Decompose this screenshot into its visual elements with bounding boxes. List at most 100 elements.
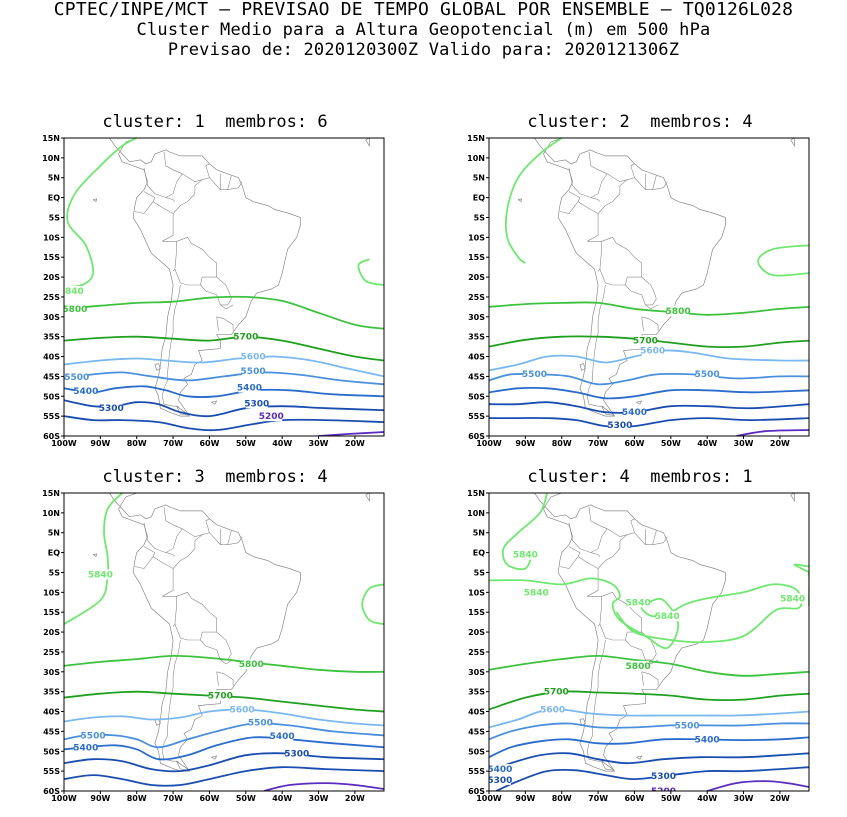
contour-label: 5300: [99, 404, 124, 414]
contour-5800: [64, 654, 384, 673]
lat-tick-label: 15S: [43, 608, 60, 617]
country-border: [216, 671, 234, 686]
contour-5200: [263, 782, 384, 791]
lat-tick-label: 5N: [473, 529, 485, 538]
contour-label: 5700: [233, 333, 258, 343]
contour-label-bg: [209, 690, 232, 701]
contour-label-bg: [245, 398, 268, 409]
country-border: [172, 534, 203, 569]
country-border: [227, 175, 232, 190]
lat-tick-label: 15S: [468, 608, 485, 617]
contour-5800: [64, 295, 384, 330]
country-border: [559, 546, 581, 569]
contour-5300: [489, 401, 809, 414]
contour-5400: [489, 386, 809, 400]
contour-5500: [64, 371, 384, 386]
map-layer: 5840 5800 5700 5600 5500 5500 5400 5400 5300: [64, 493, 384, 791]
lon-tick-label: 50W: [661, 439, 681, 448]
contour-label: 5200: [651, 787, 676, 797]
contour-label-bg: [489, 774, 511, 785]
contour-label-bg: [74, 742, 97, 753]
contour-5300: [489, 752, 809, 772]
contour-label: 5600: [540, 706, 565, 716]
lat-tick-label: 40S: [468, 353, 485, 362]
contour-label: 5800: [239, 660, 264, 670]
lat-tick-label: 20S: [43, 273, 60, 282]
lon-tick-label: 30W: [309, 794, 329, 803]
country-border: [599, 591, 642, 641]
lat-tick-label: 15N: [467, 134, 485, 143]
contour-label: 5500: [64, 373, 89, 383]
contour-label: 5600: [640, 347, 665, 357]
panel-title: cluster: 3 membros: 4: [102, 467, 328, 487]
lat-tick-label: 35S: [43, 688, 60, 697]
lat-tick-label: 25S: [468, 293, 485, 302]
contour-5840: [793, 563, 809, 607]
coastline: [636, 755, 643, 760]
plot-frame: [63, 492, 385, 792]
lon-tick-label: 60W: [624, 794, 644, 803]
lon-tick-label: 70W: [588, 794, 608, 803]
contour-5840: [361, 583, 384, 625]
lat-tick-label: 50S: [468, 747, 485, 756]
country-border: [641, 316, 644, 331]
cluster-panel-1: cluster: 1 membros: 6 5840 5800 5700 5600 55…: [15, 112, 415, 462]
lat-tick-label: 5S: [49, 568, 61, 577]
contour-label: 5800: [62, 305, 87, 315]
contour-label: 5600: [241, 353, 266, 363]
country-border: [641, 671, 659, 686]
contour-label: 5500: [81, 731, 106, 741]
contour-label-bg: [65, 372, 88, 383]
lat-tick-label: 5S: [474, 568, 486, 577]
contour-label: 5400: [270, 732, 295, 742]
contour-label: 5300: [487, 776, 512, 786]
contour-label: 5300: [607, 421, 632, 431]
cluster-panel-4: cluster: 4 membros: 1 5840 5840 5840 5840 58…: [440, 467, 840, 817]
lat-tick-label: 40S: [43, 353, 60, 362]
forecast-dates: Previsao de: 2020120300Z Valido para: 20…: [167, 40, 680, 60]
contour-5200: [706, 780, 809, 791]
lat-tick-label: 10S: [43, 233, 60, 242]
contour-label: 5840: [513, 551, 538, 561]
contour-5700: [489, 690, 809, 711]
lat-tick-label: EQ: [473, 549, 485, 558]
country-border: [568, 151, 608, 198]
contour-label-bg: [676, 720, 699, 731]
country-border: [220, 304, 234, 310]
contour-5500: [64, 722, 384, 749]
contour-label-bg: [82, 730, 105, 741]
figure-header: CPTEC/INPE/MCT – PREVISAO DE TEMPO GLOBA…: [0, 0, 847, 60]
lon-tick-label: 40W: [272, 794, 292, 803]
lat-tick-label: 15S: [43, 253, 60, 262]
contour-label: 5300: [244, 399, 269, 409]
country-border: [590, 552, 601, 557]
contour-label: 5400: [73, 387, 98, 397]
contour-label: 5700: [208, 692, 233, 702]
lon-tick-label: 30W: [734, 439, 754, 448]
country-border: [559, 191, 581, 214]
lat-tick-label: 20S: [468, 628, 485, 637]
contour-label-bg: [242, 366, 265, 377]
lat-tick-label: EQ: [48, 194, 60, 203]
lon-tick-label: 90W: [90, 794, 110, 803]
contour-label-bg: [514, 549, 537, 560]
country-border: [220, 659, 234, 665]
lat-tick-label: 40S: [468, 708, 485, 717]
contour-label: 5500: [695, 370, 720, 380]
contour-5600: [489, 708, 809, 729]
lat-tick-label: 50S: [43, 747, 60, 756]
coastline: [211, 755, 218, 760]
contour-5200: [736, 429, 809, 436]
lat-tick-label: 60S: [468, 432, 485, 441]
lat-tick-label: 15N: [467, 489, 485, 498]
lat-tick-label: 30S: [43, 313, 60, 322]
lon-tick-label: 50W: [661, 794, 681, 803]
contour-label: 5500: [248, 718, 273, 728]
lat-tick-label: 10N: [42, 509, 60, 518]
contour-label-bg: [641, 345, 664, 356]
lon-tick-label: 20W: [345, 794, 365, 803]
lat-tick-label: 45S: [468, 727, 485, 736]
contour-5600: [64, 355, 384, 378]
contour-label: 5400: [622, 408, 647, 418]
contour-label: 5400: [237, 384, 262, 394]
